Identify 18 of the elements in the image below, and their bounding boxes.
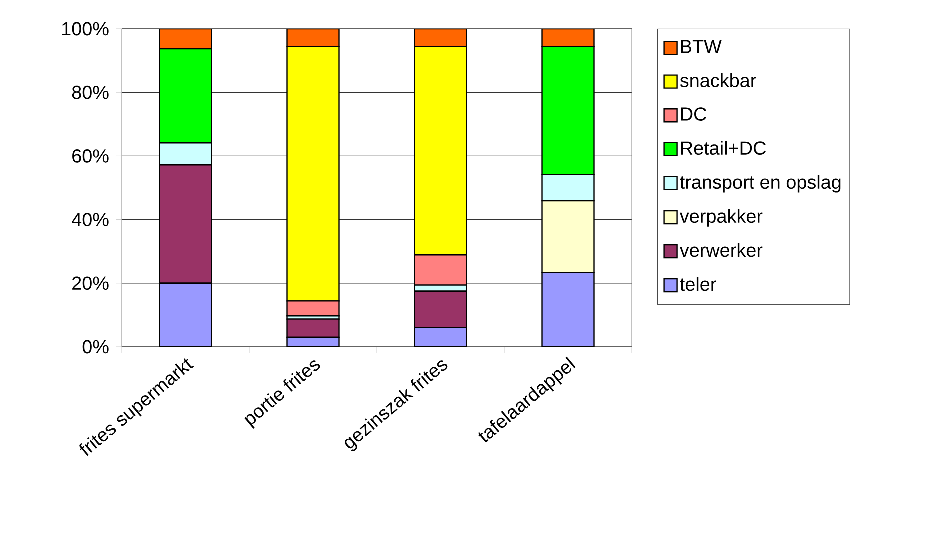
y-tick-label: 80%	[72, 86, 109, 100]
y-tick-label: 60%	[72, 149, 109, 163]
legend-label: verpakker	[680, 209, 763, 227]
legend-label: Retail+DC	[681, 141, 766, 156]
y-tick-label: 0%	[82, 340, 109, 354]
bar	[414, 327, 468, 347]
legend-label: DC	[681, 108, 706, 121]
y-tick-label: 100%	[62, 22, 109, 36]
bar	[542, 272, 595, 347]
legend-label: teler	[680, 277, 716, 292]
y-tick-label: 40%	[72, 213, 109, 226]
legend-label: verwerker	[680, 243, 763, 258]
bar	[286, 318, 340, 338]
legend-label: snackbar	[680, 74, 756, 88]
legend-label: transport en opslag	[680, 175, 841, 193]
bar	[159, 282, 212, 347]
y-tick-label: 20%	[72, 276, 109, 290]
legend-label: BTW	[681, 40, 722, 54]
